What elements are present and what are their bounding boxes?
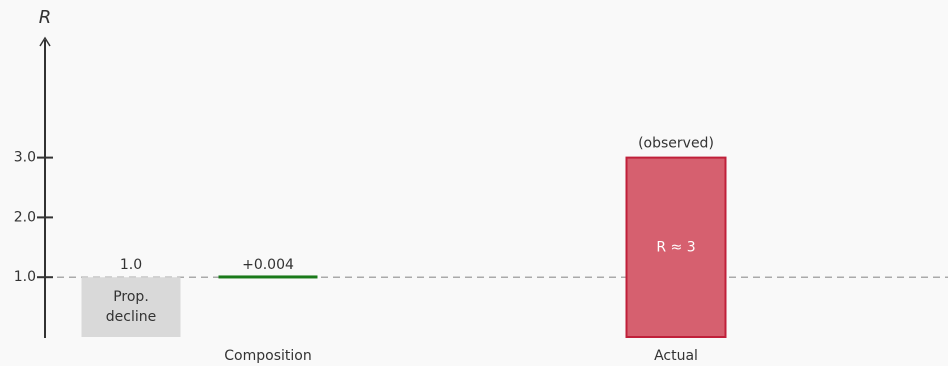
- y-tick-label: 2.0: [14, 209, 36, 225]
- y-tick-label: 1.0: [14, 269, 36, 285]
- y-axis-label: R: [39, 7, 52, 28]
- y-tick-label: 3.0: [14, 150, 36, 166]
- value-label: +0.004: [242, 257, 294, 273]
- bar: [81, 277, 181, 337]
- value-label: 1.0: [120, 257, 142, 273]
- bar: [218, 275, 318, 279]
- inner-label: R ≈ 3: [656, 239, 695, 255]
- y-axis-arrow: [39, 36, 51, 47]
- category-label: Composition: [224, 348, 311, 364]
- bar: [625, 156, 727, 338]
- category-label: Actual: [654, 348, 698, 364]
- annotation: (observed): [638, 136, 714, 152]
- bar-name: Prop. decline: [105, 289, 157, 326]
